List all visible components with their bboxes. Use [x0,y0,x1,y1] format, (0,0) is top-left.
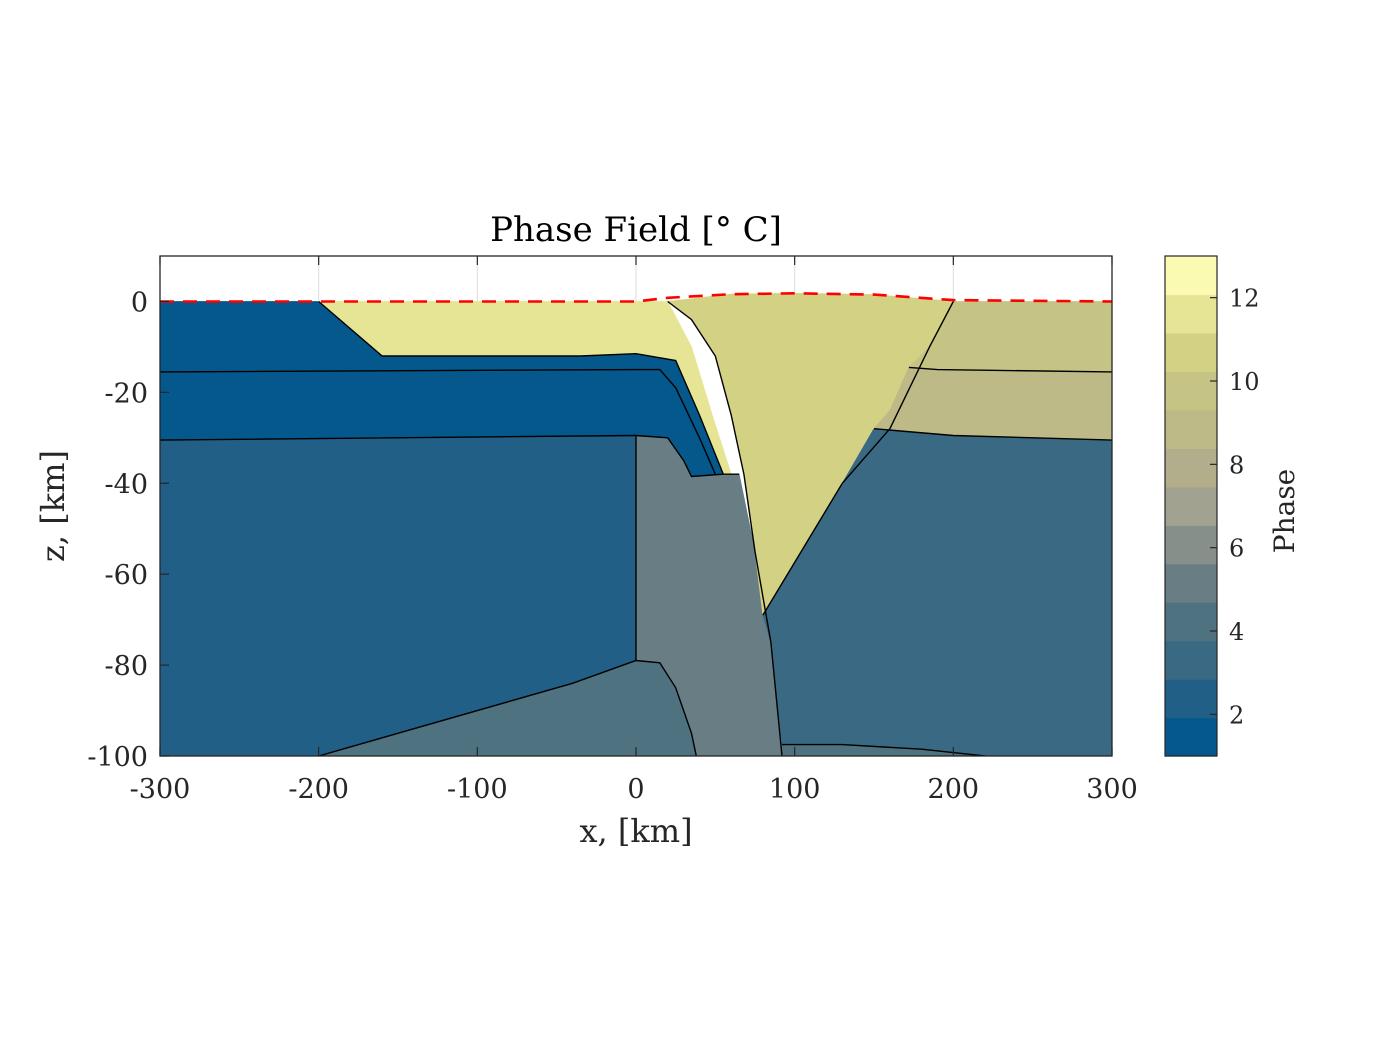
colorbar-swatch [1165,409,1217,449]
x-tick-label: 100 [769,774,821,805]
x-tick-label: 0 [627,774,644,805]
y-tick-label: -60 [105,560,148,591]
colorbar-swatch [1165,448,1217,488]
y-tick-label: -20 [105,378,148,409]
colorbar-tick-label: 6 [1229,535,1244,563]
colorbar-ticks: 2 4 6 8 10 12 [1210,285,1260,729]
colorbar-tick-label: 4 [1229,618,1244,646]
colorbar [1164,255,1218,757]
chart-title: Phase Field [° C] [490,210,782,250]
free-surface-line [160,291,1113,303]
phase-boundaries [160,300,1112,756]
colorbar-tick-label: 12 [1229,285,1260,313]
colorbar-tick-label: 2 [1229,701,1244,729]
colorbar-swatch [1165,332,1217,372]
phase-region [873,366,1112,441]
colorbar-swatch [1165,371,1217,411]
x-tick-label: 300 [1086,774,1138,805]
x-tick-label: 200 [928,774,980,805]
colorbar-swatch [1165,294,1217,334]
y-tick-label: -100 [87,742,148,773]
colorbar-swatch [1165,679,1217,719]
phase-boundary [762,301,954,616]
colorbar-swatch [1165,486,1217,526]
phase-boundary [318,300,724,475]
phase-boundary [908,366,1112,373]
x-tick-label: -100 [447,774,508,805]
x-tick-label: -300 [130,774,191,805]
phase-boundary [160,368,716,475]
y-tick-label: -40 [105,469,148,500]
colorbar-swatch [1165,256,1217,296]
colorbar-swatch [1165,525,1217,565]
y-tick-label: -80 [105,651,148,682]
y-axis-label: z, [km] [34,450,72,562]
phase-boundary [318,659,697,756]
colorbar-tick-label: 8 [1229,451,1244,479]
colorbar-label: Phase [1268,469,1301,554]
x-axis-label: x, [km] [579,812,692,850]
x-tick-label: -200 [288,774,349,805]
colorbar-tick-label: 10 [1229,368,1260,396]
y-tick-label: 0 [131,287,148,318]
colorbar-swatch [1165,602,1217,642]
colorbar-swatch [1165,563,1217,603]
phase-boundary [873,428,1112,441]
colorbar-swatch [1165,640,1217,680]
y-axis: 0 -20 -40 -60 -80 -100 [87,287,169,773]
colorbar-swatch [1165,717,1217,757]
x-axis: -300 -200 -100 0 100 200 300 [130,256,1138,805]
phase-regions [160,292,1112,756]
colorbar-frame [1164,255,1218,757]
phase-boundary [667,300,783,756]
phase-region [762,428,1112,756]
